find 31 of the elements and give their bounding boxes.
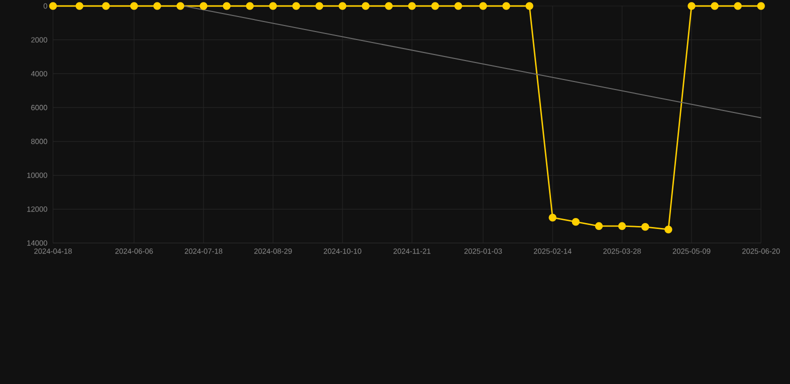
point [362, 2, 370, 10]
point [315, 2, 324, 10]
point [502, 2, 510, 10]
point [130, 2, 138, 10]
point [572, 218, 580, 226]
point [153, 2, 162, 10]
point [431, 2, 440, 10]
point [269, 2, 277, 10]
point [618, 222, 626, 230]
point [222, 2, 231, 10]
point [548, 214, 556, 222]
point [734, 2, 742, 10]
point [595, 222, 603, 230]
point [246, 2, 254, 10]
point [338, 2, 346, 10]
point [757, 2, 765, 10]
point [641, 223, 650, 231]
point [176, 2, 184, 10]
point [454, 2, 462, 10]
point [102, 2, 110, 10]
point [479, 2, 487, 10]
point [408, 2, 416, 10]
point [664, 226, 672, 234]
point [292, 2, 300, 10]
point [200, 2, 208, 10]
point [49, 2, 57, 10]
point [526, 2, 534, 10]
point [76, 2, 84, 10]
point [688, 2, 696, 10]
point [710, 2, 719, 10]
point [384, 2, 393, 10]
